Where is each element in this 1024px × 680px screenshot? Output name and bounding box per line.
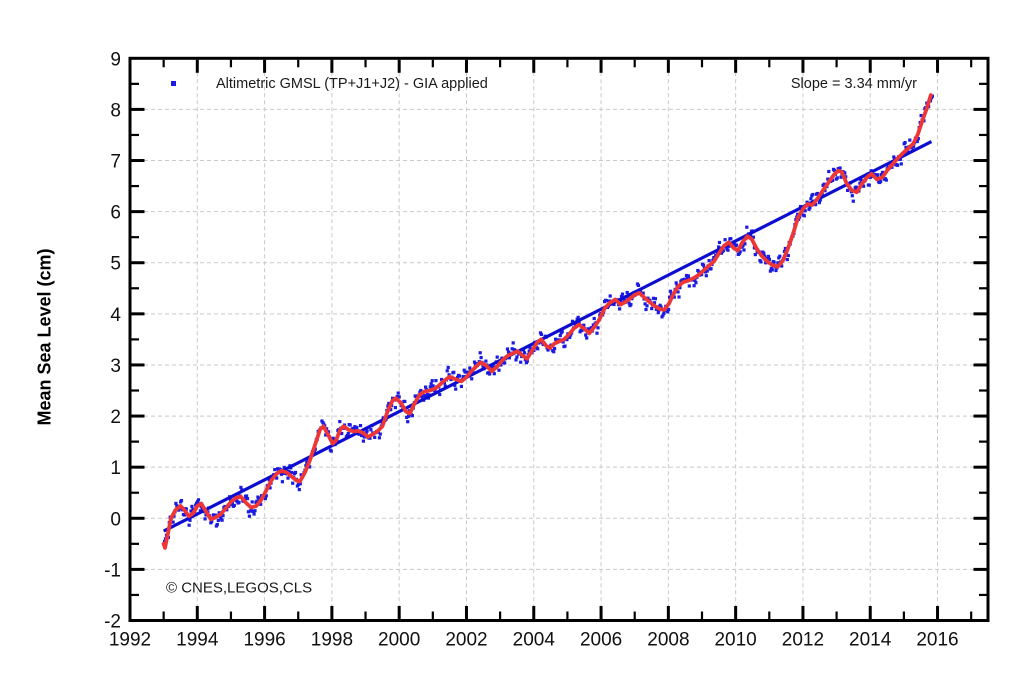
- svg-text:2002: 2002: [445, 630, 487, 651]
- svg-text:2008: 2008: [647, 630, 689, 651]
- svg-text:1998: 1998: [311, 630, 353, 651]
- svg-text:2014: 2014: [849, 630, 892, 651]
- svg-text:7: 7: [110, 152, 121, 173]
- x-tick-labels: 1992 1994 1996 1998 2000 2002 2004 2006 2008 2010…: [109, 630, 959, 651]
- slope-annotation: Slope = 3.34 mm/yr: [790, 76, 917, 92]
- gridlines: [130, 58, 988, 621]
- smoothed-series: [161, 93, 933, 550]
- axis-ticks: [131, 59, 987, 619]
- svg-text:1994: 1994: [176, 630, 219, 651]
- svg-text:2012: 2012: [782, 630, 824, 651]
- svg-text:4: 4: [110, 305, 121, 326]
- svg-text:6: 6: [110, 203, 121, 224]
- svg-text:0: 0: [110, 509, 121, 530]
- svg-text:-2: -2: [104, 612, 121, 633]
- svg-text:5: 5: [110, 254, 121, 275]
- scatter-series: [162, 94, 934, 546]
- svg-text:8: 8: [110, 100, 121, 121]
- copyright-note: © CNES,LEGOS,CLS: [166, 579, 313, 597]
- svg-text:3: 3: [110, 356, 121, 377]
- svg-text:-1: -1: [104, 560, 121, 581]
- svg-text:1: 1: [110, 458, 121, 479]
- svg-text:2: 2: [110, 407, 121, 428]
- svg-text:2000: 2000: [378, 630, 420, 651]
- y-tick-labels: -2 -1 0 1 2 3 4 5 6 7 8 9: [104, 49, 121, 632]
- legend-label: Altimetric GMSL (TP+J1+J2) - GIA applied: [216, 76, 488, 92]
- legend-marker-dot: [171, 81, 176, 86]
- plot-frame: [128, 56, 990, 623]
- svg-text:9: 9: [110, 49, 121, 70]
- svg-text:2016: 2016: [916, 630, 958, 651]
- svg-text:2010: 2010: [714, 630, 756, 651]
- svg-text:2006: 2006: [580, 630, 622, 651]
- svg-text:1996: 1996: [243, 630, 285, 651]
- svg-text:1992: 1992: [109, 630, 151, 651]
- y-axis-title: Mean Sea Level (cm): [34, 248, 55, 426]
- svg-text:2004: 2004: [513, 630, 556, 651]
